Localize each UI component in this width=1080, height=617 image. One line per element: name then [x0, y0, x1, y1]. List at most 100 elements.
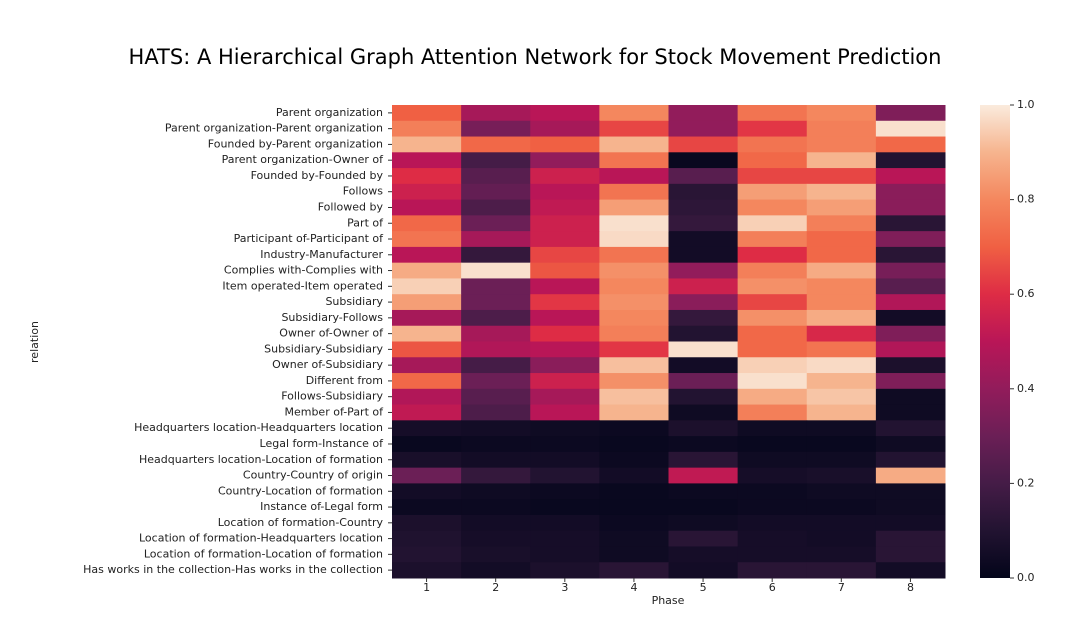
heatmap-cell	[806, 294, 877, 311]
y-tick-label: Member of-Part of	[284, 405, 384, 418]
heatmap-cell	[668, 420, 739, 437]
heatmap-cell	[599, 136, 669, 153]
y-tick-label: Complies with-Complies with	[224, 264, 383, 277]
heatmap-cell	[392, 246, 462, 264]
heatmap-cell	[530, 467, 600, 484]
heatmap-cell	[530, 168, 600, 185]
heatmap-cell	[599, 105, 669, 122]
heatmap-cell	[806, 357, 877, 374]
heatmap-cell	[806, 215, 877, 232]
heatmap-cell	[875, 105, 946, 122]
heatmap-cell	[599, 294, 669, 311]
heatmap-cell	[392, 309, 462, 327]
heatmap-cell	[392, 136, 462, 153]
heatmap-cell	[668, 309, 739, 327]
heatmap-cell	[461, 309, 531, 327]
heatmap-cell	[461, 436, 531, 453]
heatmap-cell	[737, 499, 808, 516]
heatmap-cell	[668, 373, 739, 390]
y-tick-label: Location of formation-Location of format…	[144, 547, 383, 560]
heatmap-cell	[392, 420, 462, 437]
heatmap-cell	[668, 325, 739, 342]
heatmap-cell	[599, 262, 669, 279]
heatmap-cell	[392, 341, 462, 358]
heatmap-cell	[737, 546, 808, 563]
y-tick-label: Part of	[347, 216, 384, 229]
y-tick-label: Parent organization-Owner of	[222, 153, 385, 166]
heatmap-cell	[599, 199, 669, 216]
heatmap-cell	[668, 294, 739, 311]
heatmap-cell	[806, 420, 877, 437]
heatmap-cell	[875, 467, 946, 484]
heatmap-cell	[737, 373, 808, 390]
heatmap-cell	[806, 404, 877, 421]
heatmap-cell	[875, 152, 946, 169]
heatmap-cell	[461, 388, 531, 406]
heatmap-cell	[530, 357, 600, 374]
y-tick-label: Follows	[343, 185, 384, 198]
heatmap-cell	[392, 357, 462, 374]
heatmap-cell	[599, 215, 669, 232]
heatmap-cell	[875, 231, 946, 248]
heatmap-cell	[806, 152, 877, 169]
heatmap-cell	[668, 357, 739, 374]
x-tick-label: 1	[423, 581, 430, 594]
heatmap-cell	[806, 199, 877, 216]
heatmap-cell	[668, 562, 739, 579]
y-tick-label: Parent organization-Parent organization	[165, 122, 383, 135]
heatmap-cell	[461, 152, 531, 169]
heatmap-cell	[461, 105, 531, 122]
heatmap-cell	[806, 183, 877, 201]
heatmap-cell	[461, 483, 531, 500]
heatmap-cell	[737, 420, 808, 437]
x-tick-label: 6	[769, 581, 776, 594]
heatmap-cell	[530, 341, 600, 358]
heatmap-cell	[530, 152, 600, 169]
heatmap-cell	[875, 183, 946, 201]
heatmap-cell	[875, 199, 946, 216]
heatmap-cell	[737, 451, 808, 469]
heatmap-cell	[530, 483, 600, 500]
heatmap-cell	[392, 562, 462, 579]
heatmap-cell	[737, 404, 808, 421]
heatmap-cell	[461, 231, 531, 248]
heatmap-cell	[806, 467, 877, 484]
heatmap-cell	[530, 562, 600, 579]
heatmap-cell	[668, 199, 739, 216]
x-axis-label: Phase	[652, 594, 685, 607]
heatmap-cell	[737, 325, 808, 342]
heatmap-cell	[737, 278, 808, 295]
heatmap-cell	[599, 309, 669, 327]
y-tick-label: Different from	[306, 374, 383, 387]
heatmap-cell	[806, 278, 877, 295]
heatmap-cell	[875, 262, 946, 279]
heatmap-cell	[461, 294, 531, 311]
heatmap-cell	[599, 183, 669, 201]
heatmap-cell	[530, 436, 600, 453]
heatmap-cell	[737, 199, 808, 216]
y-tick-label: Subsidiary-Subsidiary	[264, 342, 383, 355]
heatmap-cell	[668, 152, 739, 169]
y-tick-label: Has works in the collection-Has works in…	[83, 563, 383, 576]
heatmap-cell	[668, 341, 739, 358]
heatmap-cell	[599, 514, 669, 532]
y-tick-label: Country-Country of origin	[243, 469, 383, 482]
heatmap-cell	[461, 467, 531, 484]
heatmap-cell	[737, 120, 808, 138]
heatmap-cell	[461, 373, 531, 390]
heatmap-cell	[530, 309, 600, 327]
y-tick-label: Industry-Manufacturer	[260, 248, 383, 261]
heatmap-cell	[599, 562, 669, 579]
y-tick-label: Owner of-Subsidiary	[272, 358, 383, 371]
heatmap-cell	[392, 278, 462, 295]
heatmap-cell	[875, 357, 946, 374]
heatmap-cell	[806, 530, 877, 547]
heatmap-cell	[392, 514, 462, 532]
heatmap-cell	[530, 294, 600, 311]
y-tick-label: Owner of-Owner of	[279, 327, 384, 340]
heatmap-cell	[806, 231, 877, 248]
heatmap-cell	[530, 183, 600, 201]
x-tick-label: 5	[700, 581, 707, 594]
heatmap-cell	[461, 514, 531, 532]
heatmap-cell	[530, 231, 600, 248]
